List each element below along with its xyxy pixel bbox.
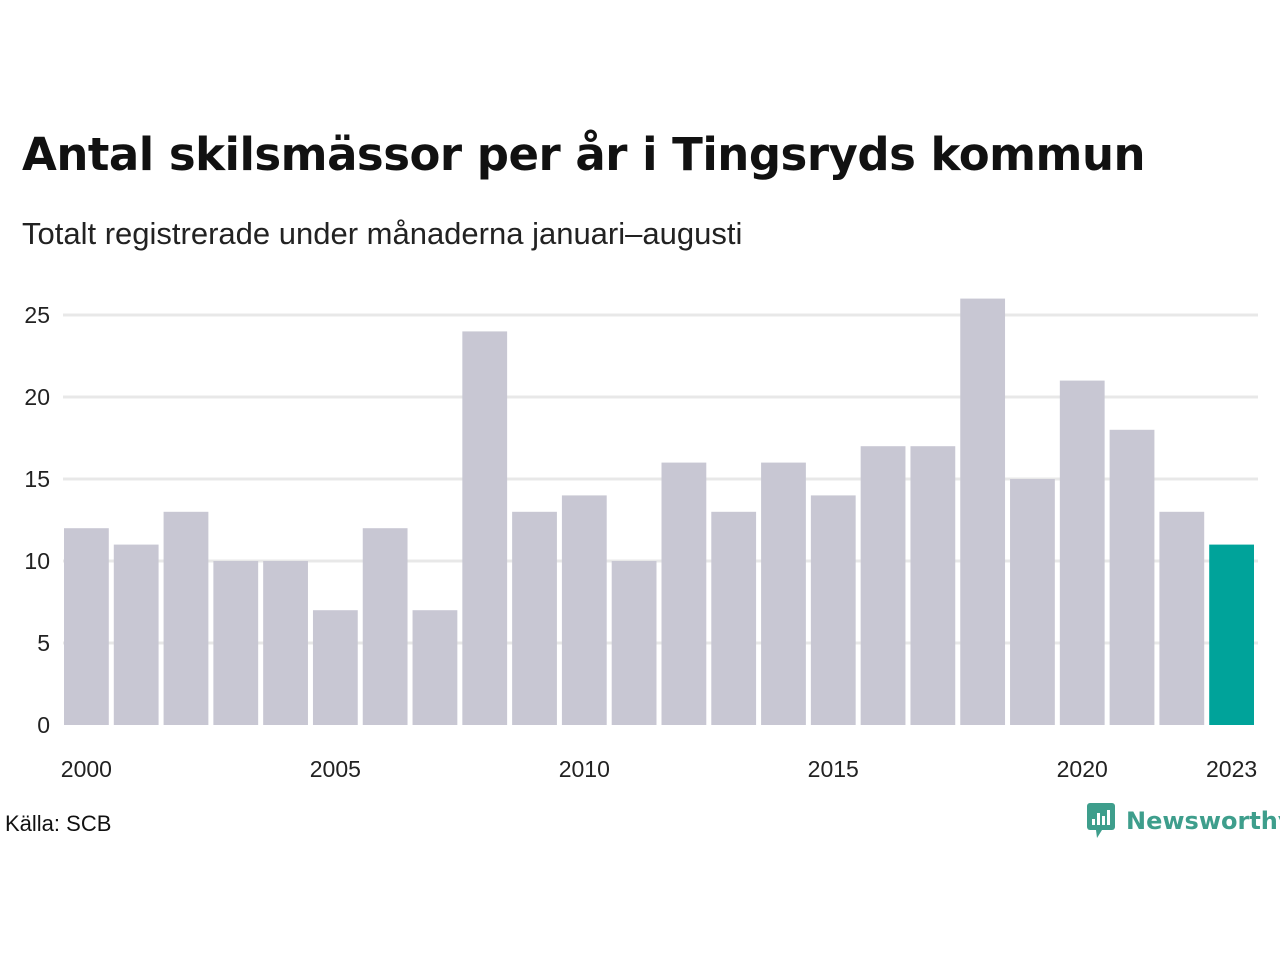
bar-2020 — [1059, 380, 1105, 725]
bar-2010 — [561, 495, 607, 725]
chart-title: Antal skilsmässor per år i Tingsryds kom… — [22, 128, 1146, 181]
bar-2000 — [64, 528, 109, 725]
bar-2014 — [761, 462, 806, 725]
bar-2004 — [263, 561, 308, 725]
source-label: Källa: SCB — [5, 811, 112, 836]
bar-2013 — [711, 511, 757, 725]
y-tick-label: 10 — [24, 548, 50, 574]
x-tick-label: 2010 — [559, 756, 610, 782]
bar-2022 — [1159, 511, 1205, 725]
bar-2008 — [462, 331, 508, 725]
bar-2001 — [113, 544, 159, 725]
bar-2015 — [810, 495, 856, 725]
y-tick-label: 0 — [37, 712, 50, 738]
bar-2019 — [1010, 479, 1055, 725]
y-tick-label: 25 — [24, 302, 50, 328]
bar-2006 — [362, 528, 408, 725]
bar-2023 — [1209, 544, 1254, 725]
x-tick-label: 2023 — [1206, 756, 1257, 782]
bar-2016 — [860, 446, 906, 725]
brand-logo: Newsworthy — [1086, 802, 1280, 840]
x-tick-label: 2020 — [1057, 756, 1108, 782]
bar-2003 — [213, 561, 259, 725]
bar-2011 — [611, 561, 657, 725]
bar-2018 — [960, 298, 1006, 725]
bar-2002 — [163, 511, 209, 725]
y-axis-tick-labels: 0 5 10 15 20 25 — [24, 302, 50, 738]
y-tick-label: 20 — [24, 384, 50, 410]
x-tick-label: 2015 — [808, 756, 859, 782]
bars — [64, 298, 1254, 725]
bar-2007 — [412, 610, 458, 725]
y-tick-label: 5 — [37, 630, 50, 656]
bar-2012 — [661, 462, 707, 725]
brand-name: Newsworthy — [1126, 807, 1280, 835]
x-tick-label: 2005 — [310, 756, 361, 782]
bar-2017 — [910, 446, 956, 725]
chart-subtitle: Totalt registrerade under månaderna janu… — [22, 216, 743, 251]
bar-chart: 0 5 10 15 20 25 2000 2005 2010 2015 2020 2023 — [24, 298, 1258, 782]
bar-2005 — [312, 610, 358, 725]
x-tick-label: 2000 — [61, 756, 112, 782]
x-axis-tick-labels: 2000 2005 2010 2015 2020 2023 — [61, 756, 1257, 782]
grid-lines — [63, 313, 1258, 645]
y-tick-label: 15 — [24, 466, 50, 492]
bar-2021 — [1109, 429, 1155, 725]
bar-2009 — [512, 511, 557, 725]
newsworthy-logo-icon — [1087, 803, 1115, 838]
